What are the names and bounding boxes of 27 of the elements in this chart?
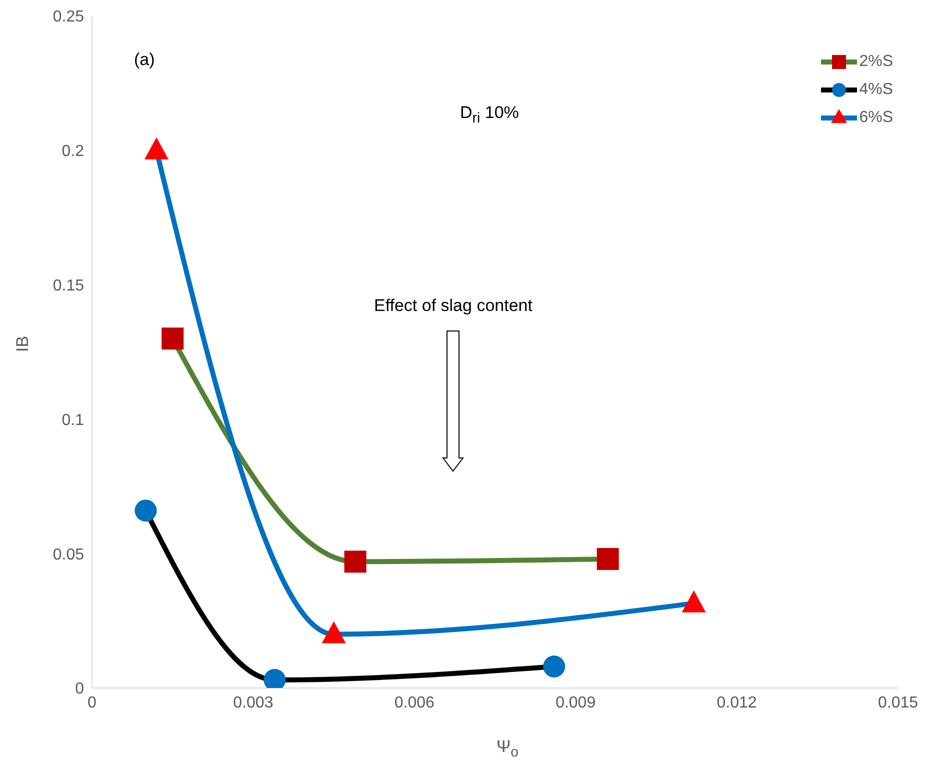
point — [162, 328, 184, 350]
y-tick-label: 0.05 — [52, 546, 84, 564]
point — [322, 621, 346, 644]
y-tick-label: 0 — [75, 680, 84, 698]
legend-label: 6%S — [859, 109, 893, 127]
legend-label: 2%S — [859, 53, 893, 71]
point — [134, 500, 157, 522]
point — [596, 548, 619, 570]
point — [543, 655, 566, 678]
x-tick-label: 0.006 — [394, 694, 435, 712]
point — [344, 550, 366, 573]
point — [682, 590, 706, 612]
y-tick-label: 0.2 — [62, 143, 84, 160]
y-axis-title: IB — [13, 336, 32, 352]
annotation: Effect of slag content — [374, 296, 532, 316]
x-tick-label: 0.009 — [556, 694, 596, 712]
x-tick-label: 0.003 — [233, 694, 274, 712]
x-tick-label: 0 — [88, 694, 97, 712]
x-tick-label: 0.012 — [716, 694, 757, 712]
y-tick-label: 0.15 — [52, 277, 84, 294]
y-tick-label: 0.25 — [52, 8, 84, 26]
y-tick-label: 0.1 — [62, 412, 84, 429]
legend-label: 4%S — [859, 81, 893, 99]
annotation: D$_{ri}$ 10% — [460, 103, 519, 126]
annotation: (a) — [134, 50, 155, 70]
x-tick-label: 0.015 — [878, 694, 918, 712]
x-axis-title: Ψ$_{o}$ — [495, 737, 520, 760]
